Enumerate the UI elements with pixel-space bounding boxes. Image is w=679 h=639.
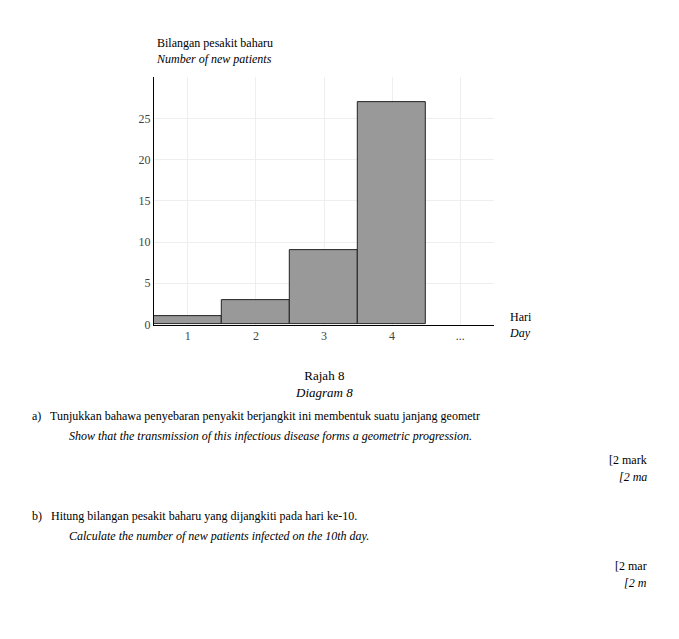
svg-text:...: ... [456, 329, 465, 343]
svg-text:Show that the transmission of: Show that the transmission of this infec… [69, 429, 472, 443]
svg-text:[2 mark: [2 mark [609, 453, 647, 467]
svg-text:15: 15 [138, 194, 150, 208]
svg-text:[2 m: [2 m [624, 576, 647, 590]
svg-text:5: 5 [144, 276, 150, 290]
svg-text:Calculate the number of new pa: Calculate the number of new patients inf… [69, 529, 369, 543]
svg-text:3: 3 [321, 329, 327, 343]
svg-text:Rajah 8Diagram 8: Rajah 8Diagram 8 [295, 368, 353, 400]
svg-text:[2 ma: [2 ma [619, 470, 647, 484]
svg-text:0: 0 [144, 318, 150, 332]
svg-text:4: 4 [389, 329, 395, 343]
svg-text:HariDay: HariDay [509, 310, 532, 340]
svg-text:[2 mar: [2 mar [615, 559, 647, 573]
svg-text:25: 25 [138, 112, 150, 126]
svg-text:1: 1 [185, 329, 191, 343]
svg-text:2: 2 [253, 329, 259, 343]
svg-text:20: 20 [138, 153, 150, 167]
svg-text:b) Hitung bilangan pesakit b: b) Hitung bilangan pesakit baharu yang d… [32, 509, 357, 523]
svg-text:Bilangan pesakit baharuNumber: Bilangan pesakit baharuNumber of new pat… [156, 36, 273, 66]
svg-text:a) Tunjukkan bahawa penyebar: a) Tunjukkan bahawa penyebaran penyakit … [32, 409, 480, 423]
svg-text:10: 10 [138, 235, 150, 249]
